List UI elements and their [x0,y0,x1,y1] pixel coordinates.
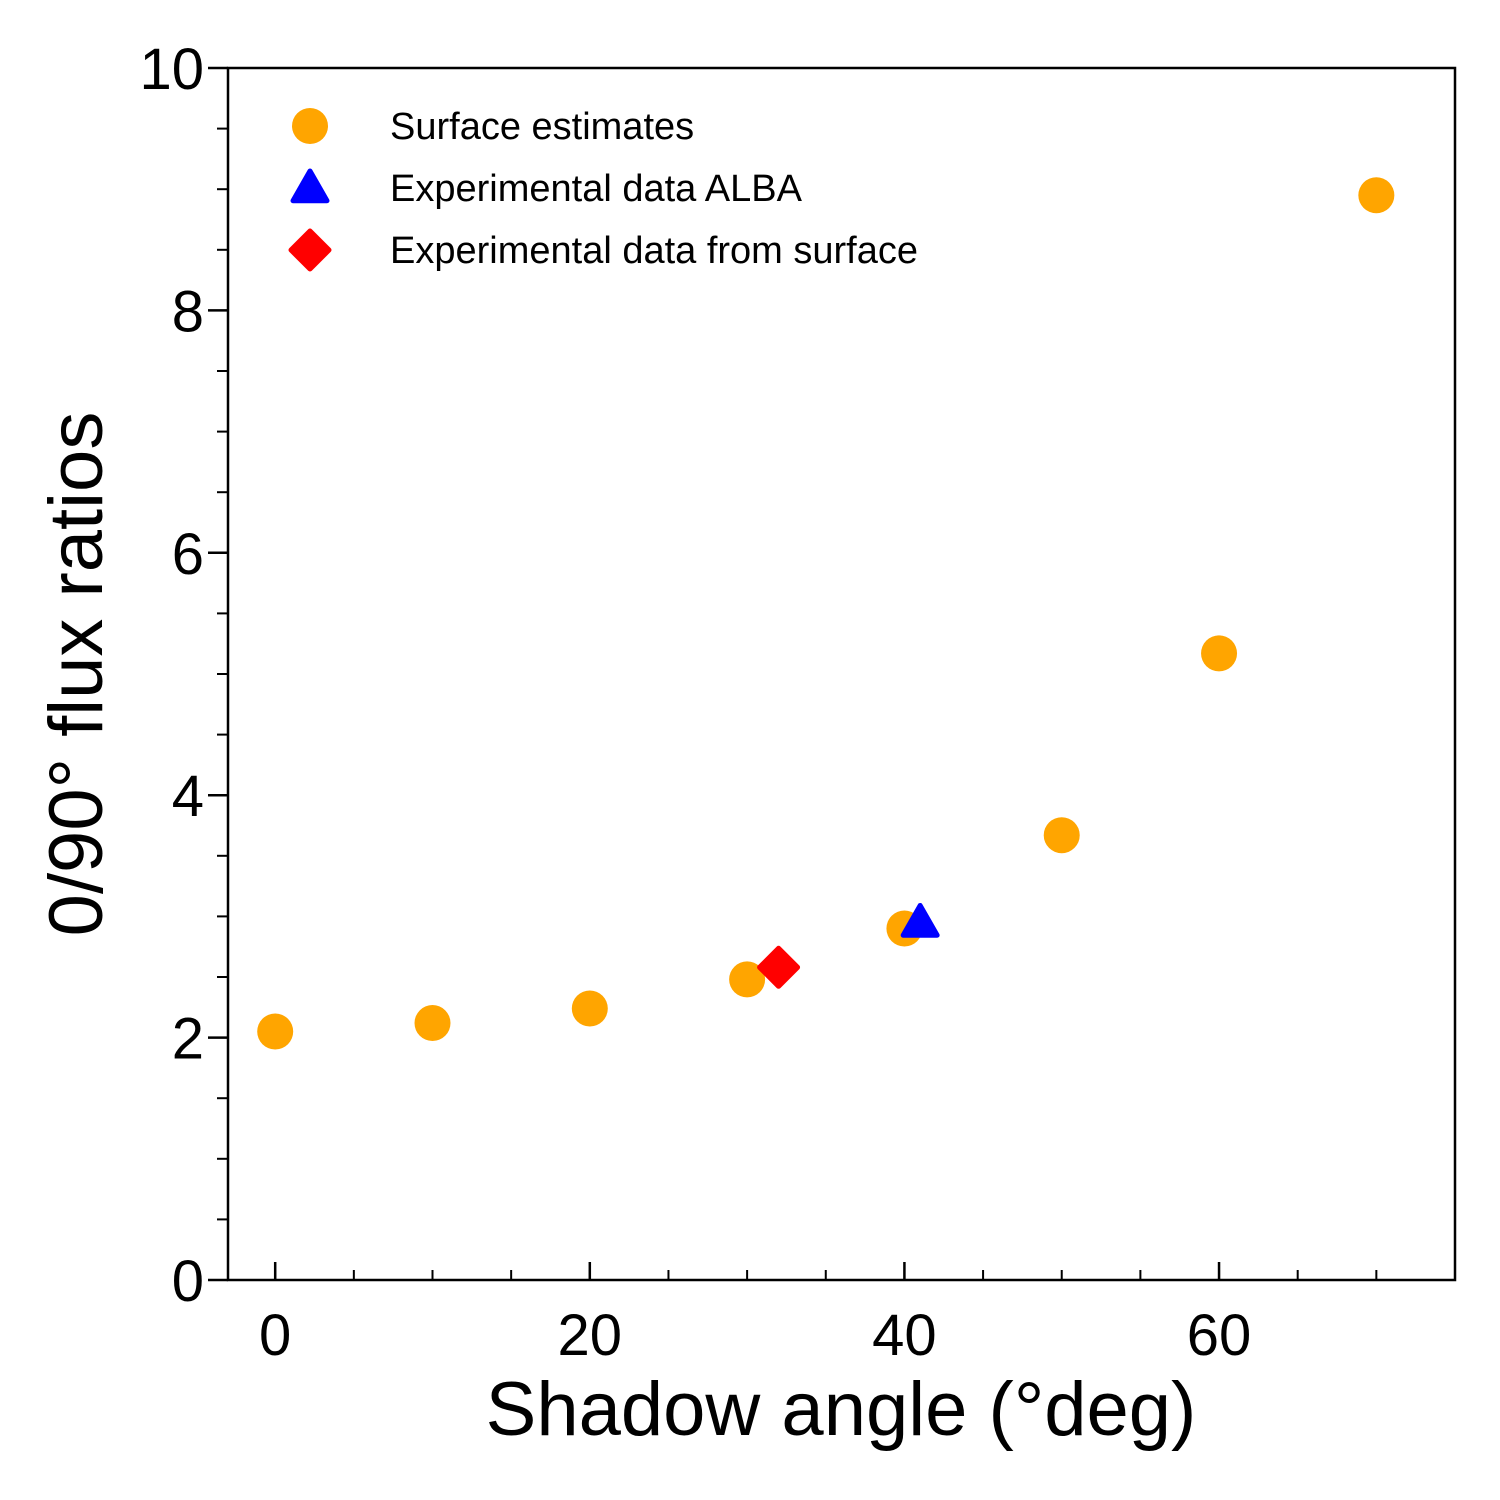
y-tick-label: 2 [172,1007,204,1072]
data-point-circle [1201,635,1238,672]
y-axis: 0 2 4 6 8 10 [139,37,228,1314]
data-point-circle [257,1013,294,1050]
x-tick-label: 20 [558,1303,623,1368]
data-point-circle [1043,817,1080,854]
legend-marker-circle [292,108,328,144]
y-tick-label: 0 [172,1249,204,1314]
y-tick-label: 8 [172,279,204,344]
data-markers [257,177,1395,1050]
x-tick-label: 0 [259,1303,291,1368]
data-point-circle [571,990,608,1027]
x-tick-label: 60 [1187,1303,1252,1368]
legend-marker-triangle [290,168,330,204]
y-axis-title: 0/90° flux ratios [34,412,119,937]
data-point-triangle [900,902,940,938]
data-point-circle [414,1005,451,1042]
x-axis: 0 20 40 60 [259,1262,1378,1368]
y-tick-label: 6 [172,522,204,587]
y-tick-label: 4 [172,764,204,829]
y-tick-label: 10 [139,37,204,102]
x-tick-label: 40 [872,1303,937,1368]
legend-label: Experimental data ALBA [390,168,803,210]
data-point-diamond [757,945,801,989]
data-point-circle [1358,177,1395,214]
legend-marker-diamond [288,228,332,272]
data-point-circle [729,961,766,998]
x-axis-title: Shadow angle (°deg) [486,1367,1197,1452]
legend-label: Surface estimates [390,106,694,148]
legend-label: Experimental data from surface [390,230,918,272]
legend: Surface estimates Experimental data ALBA E… [288,106,918,272]
